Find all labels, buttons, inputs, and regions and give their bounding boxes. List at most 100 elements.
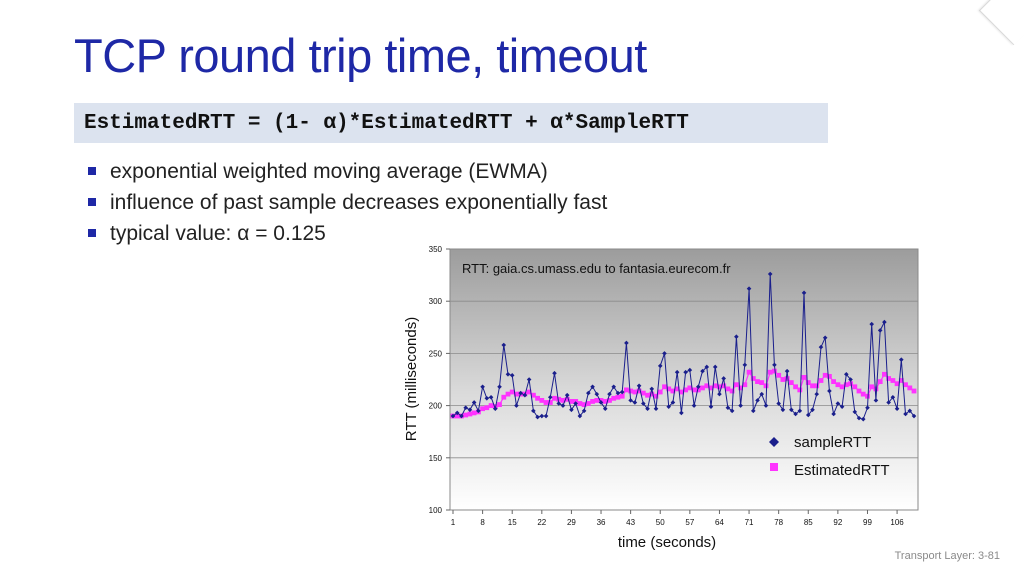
- legend-label-estimated: EstimatedRTT: [794, 462, 890, 479]
- sample-rtt-point: [539, 413, 545, 419]
- estimated-rtt-point: [818, 378, 824, 383]
- estimated-rtt-point: [691, 387, 697, 393]
- estimated-rtt-point: [848, 381, 853, 387]
- estimated-rtt-point: [611, 395, 617, 401]
- y-tick-label: 100: [429, 506, 443, 515]
- estimated-rtt-point: [776, 372, 782, 378]
- estimated-rtt-point: [843, 382, 849, 388]
- estimated-rtt-point: [759, 380, 765, 385]
- legend-square-icon: [770, 463, 778, 471]
- sample-rtt-point: [518, 390, 523, 396]
- sample-rtt-point: [890, 394, 896, 400]
- sample-rtt-line: [452, 274, 915, 420]
- estimated-rtt-point: [852, 384, 858, 390]
- estimated-rtt-point: [860, 391, 866, 397]
- sample-rtt-point: [602, 406, 608, 412]
- sample-rtt-point: [810, 407, 815, 413]
- estimated-rtt-point: [877, 379, 883, 384]
- estimated-rtt-point: [645, 392, 650, 398]
- estimated-rtt-point: [886, 376, 891, 381]
- sample-rtt-point: [556, 401, 562, 406]
- sample-rtt-point: [759, 391, 765, 397]
- estimated-rtt-point: [632, 389, 638, 395]
- chart-title: RTT: gaia.cs.umass.edu to fantasia.eurec…: [462, 261, 731, 276]
- sample-rtt-point: [560, 403, 566, 408]
- sample-rtt-point: [696, 384, 701, 390]
- sample-rtt-point: [454, 410, 460, 416]
- estimated-rtt-point: [674, 386, 680, 392]
- ewma-formula: EstimatedRTT = (1- α)*EstimatedRTT + α*S…: [74, 103, 828, 143]
- estimated-rtt-point: [577, 401, 583, 406]
- x-tick-label: 43: [626, 518, 635, 527]
- estimated-rtt-point: [894, 381, 900, 387]
- estimated-rtt-point: [560, 398, 566, 403]
- estimated-rtt-point: [594, 398, 600, 403]
- estimated-rtt-point: [865, 393, 870, 399]
- estimated-rtt-point: [835, 382, 841, 388]
- sample-rtt-point: [492, 406, 498, 412]
- bullet-text-2: influence of past sample decreases expon…: [110, 191, 608, 214]
- estimated-rtt-point: [514, 391, 519, 397]
- estimated-rtt-point: [805, 380, 811, 385]
- sample-rtt-point: [886, 400, 891, 405]
- estimated-rtt-point: [873, 386, 879, 392]
- estimated-rtt-point: [488, 403, 494, 408]
- sample-rtt-point: [674, 369, 680, 375]
- estimated-rtt-point: [585, 401, 591, 406]
- estimated-rtt-point: [903, 382, 908, 388]
- estimated-rtt-point: [793, 384, 798, 390]
- sample-rtt-point: [687, 367, 693, 373]
- sample-rtt-point: [594, 391, 600, 397]
- estimated-rtt-point: [784, 376, 790, 381]
- sample-rtt-point: [755, 398, 760, 403]
- sample-rtt-point: [704, 364, 710, 370]
- x-tick-label: 36: [597, 518, 606, 527]
- sample-rtt-point: [717, 391, 722, 397]
- estimated-rtt-point: [480, 406, 485, 412]
- sample-rtt-point: [547, 394, 553, 400]
- estimated-rtt-point: [742, 382, 748, 388]
- sample-rtt-point: [839, 404, 845, 409]
- bullet-item-2: influence of past sample decreases expon…: [88, 187, 607, 218]
- estimated-rtt-point: [750, 376, 756, 381]
- estimated-rtt-point: [708, 385, 714, 391]
- sample-rtt-point: [805, 412, 811, 418]
- sample-rtt-point: [708, 404, 714, 409]
- estimated-rtt-point: [869, 384, 875, 390]
- estimated-rtt-point: [526, 389, 532, 395]
- sample-rtt-point: [471, 400, 477, 405]
- estimated-rtt-point: [471, 410, 477, 416]
- sample-rtt-point: [797, 408, 803, 414]
- estimated-rtt-point: [856, 388, 862, 394]
- estimated-rtt-point: [624, 387, 629, 393]
- estimated-rtt-point: [725, 386, 731, 392]
- sample-rtt-point: [742, 362, 748, 368]
- sample-rtt-point: [780, 407, 786, 413]
- sample-rtt-point: [844, 371, 849, 377]
- sample-rtt-point: [662, 351, 667, 356]
- sample-rtt-point: [632, 400, 638, 405]
- sample-rtt-point: [598, 400, 604, 405]
- estimated-rtt-point: [721, 383, 727, 389]
- sample-rtt-point: [738, 403, 743, 408]
- estimated-rtt-point: [552, 395, 557, 401]
- estimated-rtt-point: [581, 402, 587, 407]
- sample-rtt-point: [831, 411, 836, 417]
- sample-rtt-point: [784, 368, 790, 374]
- sample-rtt-point: [848, 377, 853, 382]
- legend-diamond-icon: [769, 437, 779, 447]
- page-corner-fold: [978, 0, 1024, 46]
- x-tick-label: 85: [804, 518, 813, 527]
- estimated-rtt-point: [543, 400, 549, 405]
- sample-rtt-point: [911, 413, 917, 419]
- sample-rtt-point: [772, 362, 777, 368]
- estimated-rtt-point: [746, 369, 752, 375]
- sample-rtt-point: [869, 321, 875, 327]
- estimated-rtt-point: [509, 389, 515, 395]
- bullet-square-icon: [88, 198, 96, 206]
- sample-rtt-point: [767, 271, 773, 277]
- sample-rtt-point: [649, 386, 655, 392]
- bullet-item-3: typical value: α = 0.125: [88, 218, 607, 249]
- estimated-rtt-point: [704, 383, 710, 389]
- estimated-rtt-point: [505, 391, 511, 397]
